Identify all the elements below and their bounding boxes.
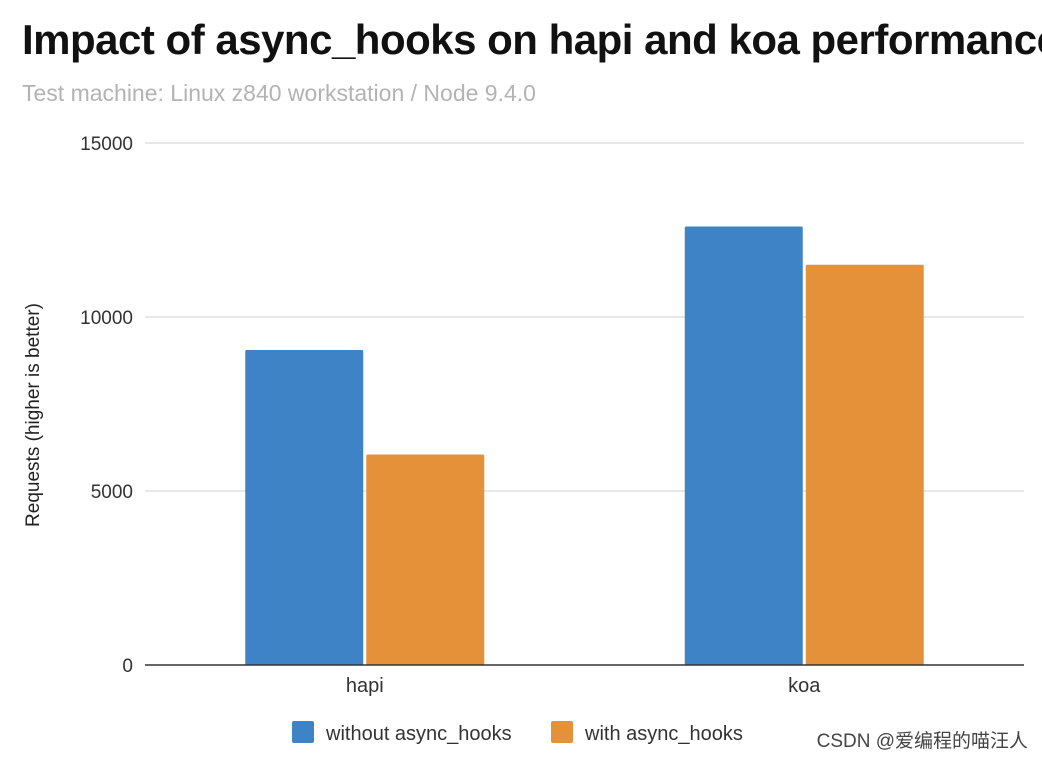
legend-swatch xyxy=(292,721,314,743)
y-axis-label: Requests (higher is better) xyxy=(23,303,44,527)
legend-swatch xyxy=(551,721,573,743)
bars xyxy=(245,226,924,665)
chart-subtitle: Test machine: Linux z840 workstation / N… xyxy=(22,80,536,106)
x-tick-label: koa xyxy=(788,675,821,697)
y-tick-label: 0 xyxy=(122,656,133,677)
legend: without async_hooks with async_hooks xyxy=(292,721,743,745)
bar-koa-without-async-hooks xyxy=(684,226,803,665)
x-tick-label: hapi xyxy=(346,675,384,697)
legend-label: without async_hooks xyxy=(325,723,512,745)
y-tick-label: 15000 xyxy=(80,134,133,155)
bar-hapi-without-async-hooks xyxy=(245,350,364,665)
watermark: CSDN @爱编程的喵汪人 xyxy=(816,731,1028,752)
y-tick-label: 5000 xyxy=(91,482,133,503)
bar-koa-with-async-hooks xyxy=(805,264,924,665)
chart-title: Impact of async_hooks on hapi and koa pe… xyxy=(22,16,1042,63)
legend-label: with async_hooks xyxy=(584,723,743,745)
y-axis-ticks: 0 5000 10000 15000 xyxy=(80,134,133,677)
x-axis-ticks: hapi koa xyxy=(346,675,821,697)
y-tick-label: 10000 xyxy=(80,308,133,329)
bar-hapi-with-async-hooks xyxy=(366,454,485,665)
